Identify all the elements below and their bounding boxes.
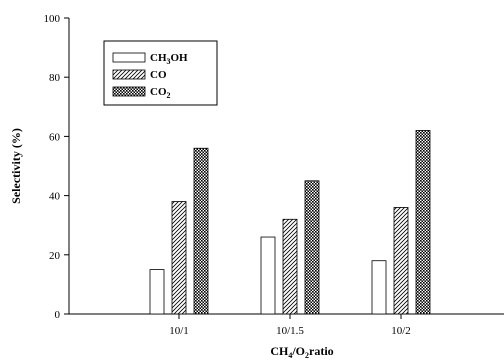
- y-tick-label: 80: [49, 72, 61, 84]
- legend-swatch-co2: [112, 86, 146, 97]
- bar-ch3oh-10-2: [371, 260, 387, 315]
- x-tick-label: 10/2: [391, 325, 411, 337]
- bar-co-10-2: [393, 207, 409, 315]
- bar-ch3oh-10-1-5: [260, 236, 276, 315]
- bars: [149, 130, 431, 315]
- y-tick-label: 60: [49, 131, 61, 143]
- y-tick-label: 0: [55, 309, 61, 321]
- x-title-part-c: ratio: [309, 344, 334, 358]
- legend-swatch-co: [112, 69, 146, 80]
- bar-co2-10-2: [415, 130, 431, 315]
- x-ticks: 10/1 10/1.5 10/2: [169, 314, 411, 337]
- x-title-sub-2: 2: [305, 351, 309, 360]
- bar-ch3oh-10-1: [149, 269, 165, 315]
- bar-co-10-1-5: [282, 218, 298, 315]
- x-title-part-b: /O: [291, 344, 305, 358]
- legend-label-ch3oh: CH3OH: [150, 52, 188, 66]
- legend: CH3OH CO CO2: [103, 40, 218, 106]
- bar-co2-10-1-5: [304, 180, 320, 315]
- legend-co2-sub: 2: [167, 91, 171, 100]
- legend-co2-main: CO: [150, 86, 167, 98]
- x-tick-label: 10/1: [169, 325, 189, 337]
- legend-ch3oh-sub: 3: [167, 57, 171, 66]
- legend-ch3oh-tail: OH: [171, 52, 189, 64]
- legend-co-main: CO: [150, 69, 167, 81]
- y-tick-label: 100: [44, 13, 61, 25]
- legend-ch3oh-main: CH: [150, 52, 167, 64]
- x-tick-label: 10/1.5: [276, 325, 304, 337]
- y-ticks: 0 20 40 60 80 100: [44, 13, 69, 321]
- y-axis-title: Selectivity (%): [9, 128, 23, 204]
- y-tick-label: 20: [49, 250, 61, 262]
- bar-co-10-1: [171, 201, 187, 315]
- legend-label-co: CO: [150, 69, 167, 81]
- legend-label-co2: CO2: [150, 86, 171, 100]
- legend-swatch-ch3oh: [112, 52, 146, 63]
- x-title-sub-1: 4: [288, 351, 292, 360]
- x-axis-title: CH4/O2ratio: [270, 344, 333, 360]
- bar-co2-10-1: [193, 147, 209, 315]
- y-tick-label: 40: [49, 191, 61, 203]
- x-title-part-a: CH: [270, 344, 289, 358]
